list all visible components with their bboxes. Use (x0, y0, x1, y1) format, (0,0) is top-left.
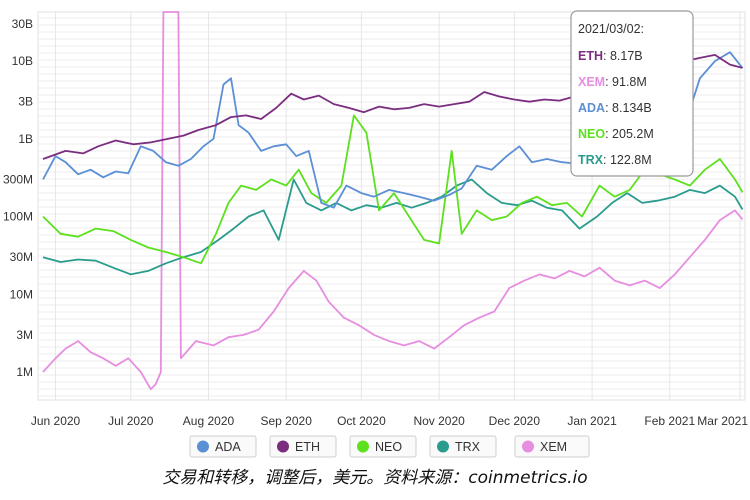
legend-item-box (429, 435, 497, 458)
legend-item-trx[interactable]: TRX (429, 435, 497, 458)
y-tick-label: 30M (10, 250, 33, 264)
tooltip-row-ada: ADA: 8.134B (578, 101, 652, 115)
x-tick-label: Jul 2020 (108, 414, 154, 428)
tooltip-date: 2021/03/02: (578, 22, 644, 36)
tooltip-series-value: : 8.134B (605, 101, 652, 115)
x-tick-label: Nov 2020 (413, 414, 465, 428)
x-axis: Jun 2020 Jul 2020 Aug 2020 Sep 2020 Oct 2020… (31, 414, 748, 428)
tooltip-series-value: : 205.2M (605, 127, 654, 141)
legend-item-box (349, 435, 417, 458)
legend-label: TRX (455, 440, 481, 454)
tooltip-series-name: ADA (578, 101, 605, 115)
legend-item-xem[interactable]: XEM (514, 435, 590, 458)
tooltip-series-name: ETH (578, 49, 603, 63)
legend-swatch (277, 440, 289, 453)
legend-label: ETH (295, 440, 320, 454)
legend-item-eth[interactable]: ETH (269, 435, 337, 458)
tooltip-series-name: NEO (578, 127, 605, 141)
y-tick-label: 3B (18, 95, 33, 109)
legend-swatch (437, 440, 449, 453)
legend-swatch (197, 440, 209, 453)
x-tick-label: Jan 2021 (567, 414, 617, 428)
x-tick-label: Oct 2020 (337, 414, 386, 428)
x-tick-label: Aug 2020 (183, 414, 235, 428)
legend-item-neo[interactable]: NEO (349, 435, 417, 458)
tooltip-row-trx: TRX: 122.8M (578, 153, 652, 167)
y-tick-label: 1M (16, 365, 33, 379)
tooltip-row-neo: NEO: 205.2M (578, 127, 654, 141)
tooltip-series-value: : 8.17B (603, 49, 643, 63)
tooltip-series-name: XEM (578, 75, 605, 89)
x-tick-label: Jun 2020 (31, 414, 81, 428)
legend-item-box (269, 435, 337, 458)
x-tick-label: Feb 2021 (644, 414, 695, 428)
legend-label: ADA (215, 440, 241, 454)
x-tick-label: Mar 2021 (697, 414, 748, 428)
y-axis: 30B 10B 3B 1B 300M 100M 30M 10M 3M 1M (3, 17, 33, 379)
x-tick-label: Dec 2020 (489, 414, 541, 428)
legend-label: XEM (540, 440, 567, 454)
tooltip-row-eth: ETH: 8.17B (578, 49, 643, 63)
series-line-neo (42, 114, 744, 265)
y-tick-label: 10M (10, 287, 33, 301)
legend-swatch (357, 440, 369, 453)
y-tick-label: 3M (16, 328, 33, 342)
y-tick-label: 100M (3, 210, 33, 224)
legend-item-ada[interactable]: ADA (189, 435, 257, 458)
tooltip-box (570, 10, 694, 177)
y-tick-label: 30B (12, 17, 33, 31)
tooltip-row-xem: XEM: 91.8M (578, 75, 647, 89)
tooltip-series-value: : 122.8M (603, 153, 652, 167)
legend-item-box (514, 435, 590, 458)
legend-label: NEO (375, 440, 402, 454)
y-tick-label: 300M (3, 172, 33, 186)
y-tick-label: 1B (18, 132, 33, 146)
legend-swatch (522, 440, 534, 453)
x-tick-label: Sep 2020 (261, 414, 313, 428)
series-line-xem (42, 11, 744, 391)
legend[interactable]: ADA ETH NEO TRX XEM (189, 435, 590, 458)
legend-item-box (189, 435, 257, 458)
tooltip-series-name: TRX (578, 153, 604, 167)
y-tick-label: 10B (12, 54, 33, 68)
chart-caption: 交易和转移，调整后，美元。资料来源：coinmetrics.io (162, 468, 588, 488)
series-line-trx (42, 178, 744, 276)
tooltip-series-value: : 91.8M (605, 75, 647, 89)
